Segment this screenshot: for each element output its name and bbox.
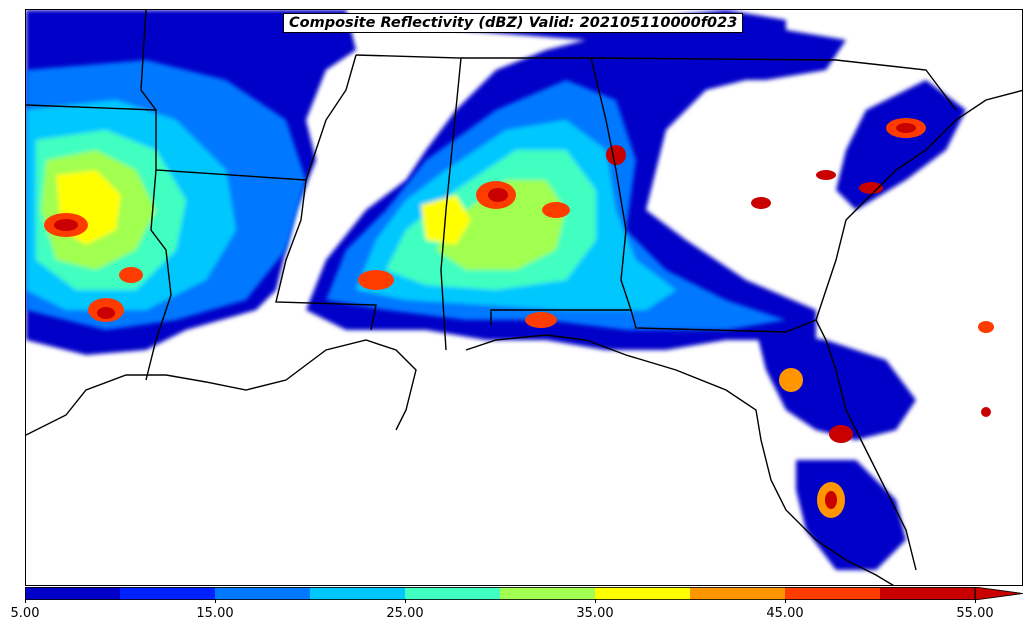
colorbar-swatch	[215, 587, 311, 600]
echo-region-east-coast	[836, 80, 966, 210]
storm-cell	[825, 491, 837, 509]
colorbar-frame	[25, 587, 976, 600]
colorbar-tick-label: 45.00	[766, 606, 804, 621]
colorbar-swatch	[310, 587, 406, 600]
echo-band-yellow	[421, 195, 471, 245]
colorbar-swatch	[500, 587, 596, 600]
coastline	[815, 89, 1022, 321]
colorbar-tick-label: 55.00	[956, 606, 994, 621]
colorbar-swatch	[120, 587, 216, 600]
state-boundary	[26, 104, 307, 181]
boundaries	[26, 10, 1022, 585]
coastline	[785, 319, 917, 571]
storm-cell	[751, 197, 771, 209]
echo-region-florida	[756, 330, 916, 440]
storm-cell	[606, 145, 626, 165]
storm-cell	[779, 368, 803, 392]
storm-cell	[981, 407, 991, 417]
storm-cell	[119, 267, 143, 283]
map-panel	[25, 9, 1023, 586]
colorbar-tickmark	[785, 599, 786, 603]
colorbar-tick-label: 35.00	[576, 606, 614, 621]
state-boundary	[630, 309, 787, 333]
storm-cell	[859, 182, 883, 194]
colorbar	[25, 587, 1023, 600]
state-boundary	[461, 57, 632, 325]
coastline	[465, 334, 895, 585]
echo-band-yellow-green	[436, 180, 566, 270]
colorbar-tickmark	[405, 599, 406, 603]
colorbar-tickmark	[215, 599, 216, 603]
colorbar-tick-label: 15.00	[196, 606, 234, 621]
storm-cell	[358, 270, 394, 290]
colorbar-tick-label: 5.00	[10, 606, 40, 621]
colorbar-swatch	[880, 587, 976, 600]
colorbar-swatch	[405, 587, 501, 600]
storm-cell	[816, 170, 836, 180]
echo-region-south-florida	[796, 460, 906, 570]
map-title: Composite Reflectivity (dBZ) Valid: 2021…	[283, 13, 744, 33]
storm-cell	[488, 188, 508, 202]
colorbar-tickmark	[975, 599, 976, 603]
storm-cell	[54, 219, 78, 231]
colorbar-extend-arrow	[974, 587, 1023, 600]
colorbar-tick-label: 25.00	[386, 606, 424, 621]
storm-cell	[525, 312, 557, 328]
state-boundary	[275, 54, 377, 331]
state-boundary	[590, 57, 957, 111]
reflectivity-map	[26, 10, 1022, 585]
coastline	[26, 339, 417, 436]
colorbar-swatch	[25, 587, 121, 600]
state-boundary	[140, 10, 157, 111]
storm-cell	[542, 202, 570, 218]
colorbar-tickmark	[25, 599, 26, 603]
colorbar-swatch	[595, 587, 691, 600]
colorbar-swatch	[690, 587, 786, 600]
colorbar-tickmark	[595, 599, 596, 603]
storm-cell	[829, 425, 853, 443]
storm-cell	[978, 321, 994, 333]
storm-cell	[896, 123, 916, 133]
storm-cells	[44, 118, 994, 518]
state-boundary	[145, 169, 172, 381]
echo-region-northeast	[706, 30, 846, 80]
state-boundary	[355, 54, 462, 351]
storm-cell	[97, 307, 115, 319]
colorbar-swatch	[785, 587, 881, 600]
